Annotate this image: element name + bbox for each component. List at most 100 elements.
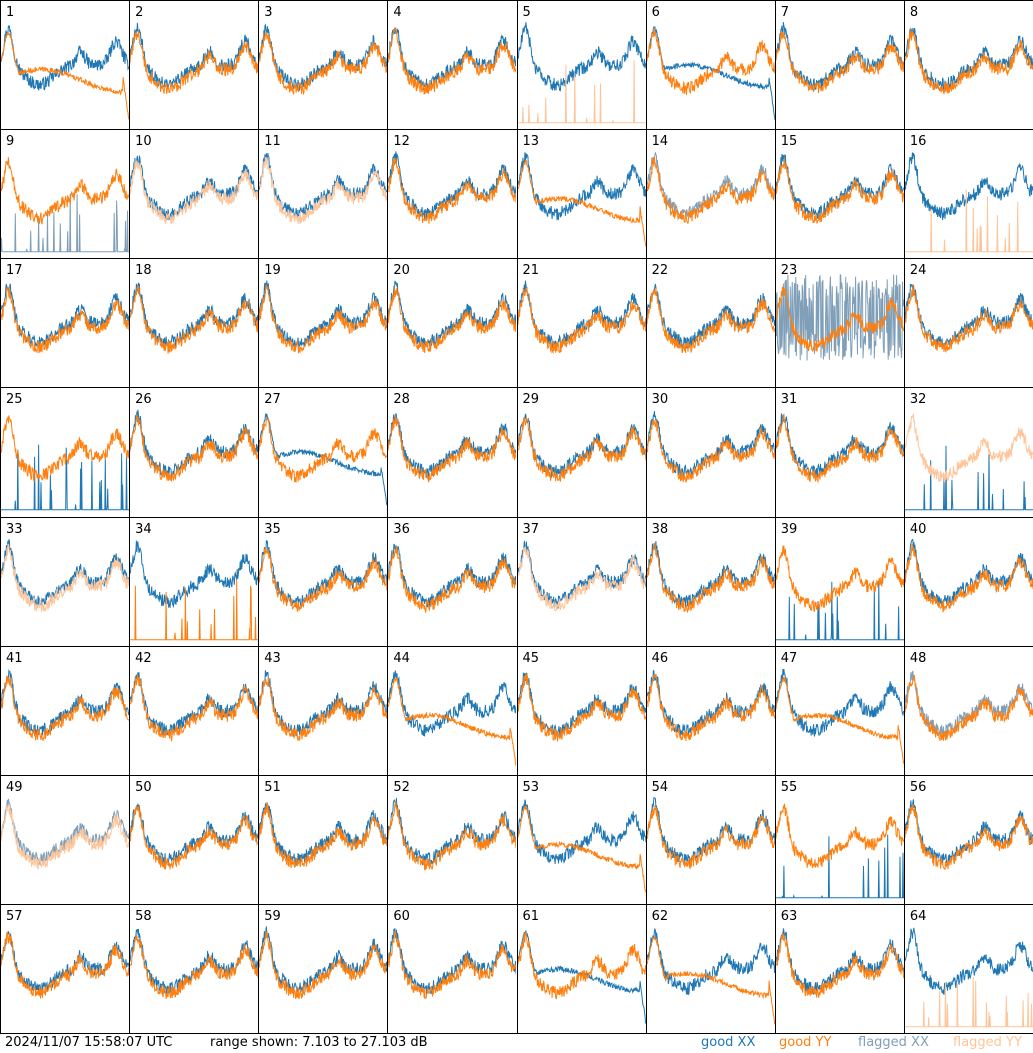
panel-plot: [388, 927, 517, 999]
series-yy-good: [517, 672, 646, 742]
panel-32: 32: [903, 387, 1033, 518]
panel-number: 35: [264, 521, 281, 537]
panel-plot: [904, 670, 1033, 741]
panel-54: 54: [645, 774, 776, 905]
series-yy-good: [1, 286, 129, 354]
panel-plot: [259, 413, 388, 506]
panel-plot: [646, 927, 775, 1025]
panel-44: 44: [387, 645, 518, 776]
panel-number: 57: [6, 908, 23, 924]
panel-plot: [517, 799, 646, 893]
series-xx-good: [1, 283, 129, 348]
series-xx-flagged: [775, 274, 904, 361]
panel-25: 25: [0, 387, 131, 518]
series-xx-good: [904, 927, 1033, 995]
panel-plot: [775, 154, 904, 224]
series-xx-good: [775, 834, 904, 899]
panel-number: 64: [909, 908, 927, 924]
panel-number: 39: [780, 521, 798, 537]
panel-number: 3: [264, 5, 273, 20]
series-xx-good: [130, 410, 259, 479]
panel-number: 46: [651, 650, 669, 666]
panel-64: 64: [903, 903, 1033, 1034]
panel-number: 8: [909, 5, 919, 20]
panel-5: 5: [516, 0, 647, 131]
panel-plot: [904, 284, 1033, 354]
panel-number: 1: [6, 5, 15, 20]
panel-plot: [259, 153, 388, 225]
series-yy-good: [517, 159, 646, 247]
panel-11: 11: [258, 129, 389, 260]
panel-22: 22: [645, 258, 776, 389]
panel-plot: [517, 540, 646, 611]
series-xx-good: [517, 799, 646, 864]
series-xx-good: [130, 22, 259, 90]
panel-number: 14: [651, 134, 669, 150]
panel-20: 20: [387, 258, 518, 389]
series-yy-good: [388, 26, 517, 95]
series-xx-good: [388, 670, 517, 737]
series-yy-good: [646, 805, 775, 870]
panel-number: 12: [393, 134, 410, 150]
series-yy-good: [904, 803, 1033, 870]
series-xx-good: [904, 284, 1033, 350]
panel-3: 3: [258, 0, 389, 131]
series-yy-good: [646, 673, 775, 741]
panel-plot: [388, 797, 517, 870]
series-yy-good: [517, 805, 646, 893]
series-yy-flagged: [517, 545, 646, 611]
series-yy-good: [904, 674, 1033, 741]
series-yy-good: [130, 674, 259, 741]
series-yy-good: [775, 803, 904, 869]
panel-number: 17: [6, 263, 23, 279]
panel-number: 30: [651, 392, 669, 408]
panel-27: 27: [258, 387, 389, 518]
series-xx-good: [775, 579, 904, 640]
series-yy-flagged: [904, 976, 1033, 1028]
panel-plot: [646, 540, 775, 613]
series-yy-flagged: [1, 543, 129, 612]
panel-36: 36: [387, 516, 518, 647]
panel-plot: [130, 154, 259, 225]
panel-number: 63: [780, 908, 798, 924]
legend-good-yy: good YY: [779, 1035, 832, 1050]
panel-60: 60: [387, 903, 518, 1034]
panel-plot: [904, 927, 1033, 1028]
panel-1: 1: [0, 0, 131, 131]
panel-plot: [775, 803, 904, 899]
panel-number: 4: [393, 5, 402, 20]
series-yy-good: [775, 545, 904, 612]
series-yy-good: [259, 31, 388, 96]
panel-15: 15: [774, 129, 905, 260]
series-yy-good: [259, 546, 388, 612]
series-yy-good: [388, 415, 517, 483]
series-yy-good: [646, 288, 775, 354]
series-xx-good: [904, 798, 1033, 865]
panel-16: 16: [903, 129, 1033, 260]
panel-number: 33: [6, 521, 23, 537]
series-yy-good: [646, 27, 775, 96]
panel-number: 59: [264, 908, 281, 924]
panel-plot: [259, 926, 388, 999]
panel-plot: [904, 152, 1033, 253]
panel-number: 16: [909, 134, 927, 150]
series-yy-good: [388, 801, 517, 870]
series-yy-good: [388, 157, 517, 225]
panel-2: 2: [129, 0, 260, 131]
panel-plot: [1, 798, 129, 870]
series-yy-good: [388, 676, 517, 766]
series-xx-good: [130, 803, 259, 866]
panel-plot: [1, 930, 129, 999]
panel-plot: [775, 413, 904, 484]
series-yy-good: [775, 30, 904, 94]
panel-number: 11: [264, 134, 281, 150]
panel-number: 60: [393, 908, 410, 924]
panel-43: 43: [258, 645, 389, 776]
series-yy-good: [1, 675, 129, 741]
panel-40: 40: [903, 516, 1033, 647]
series-xx-good: [517, 540, 646, 609]
panel-plot: [130, 671, 259, 741]
panel-plot: [1, 157, 129, 253]
series-yy-good: [775, 414, 904, 484]
